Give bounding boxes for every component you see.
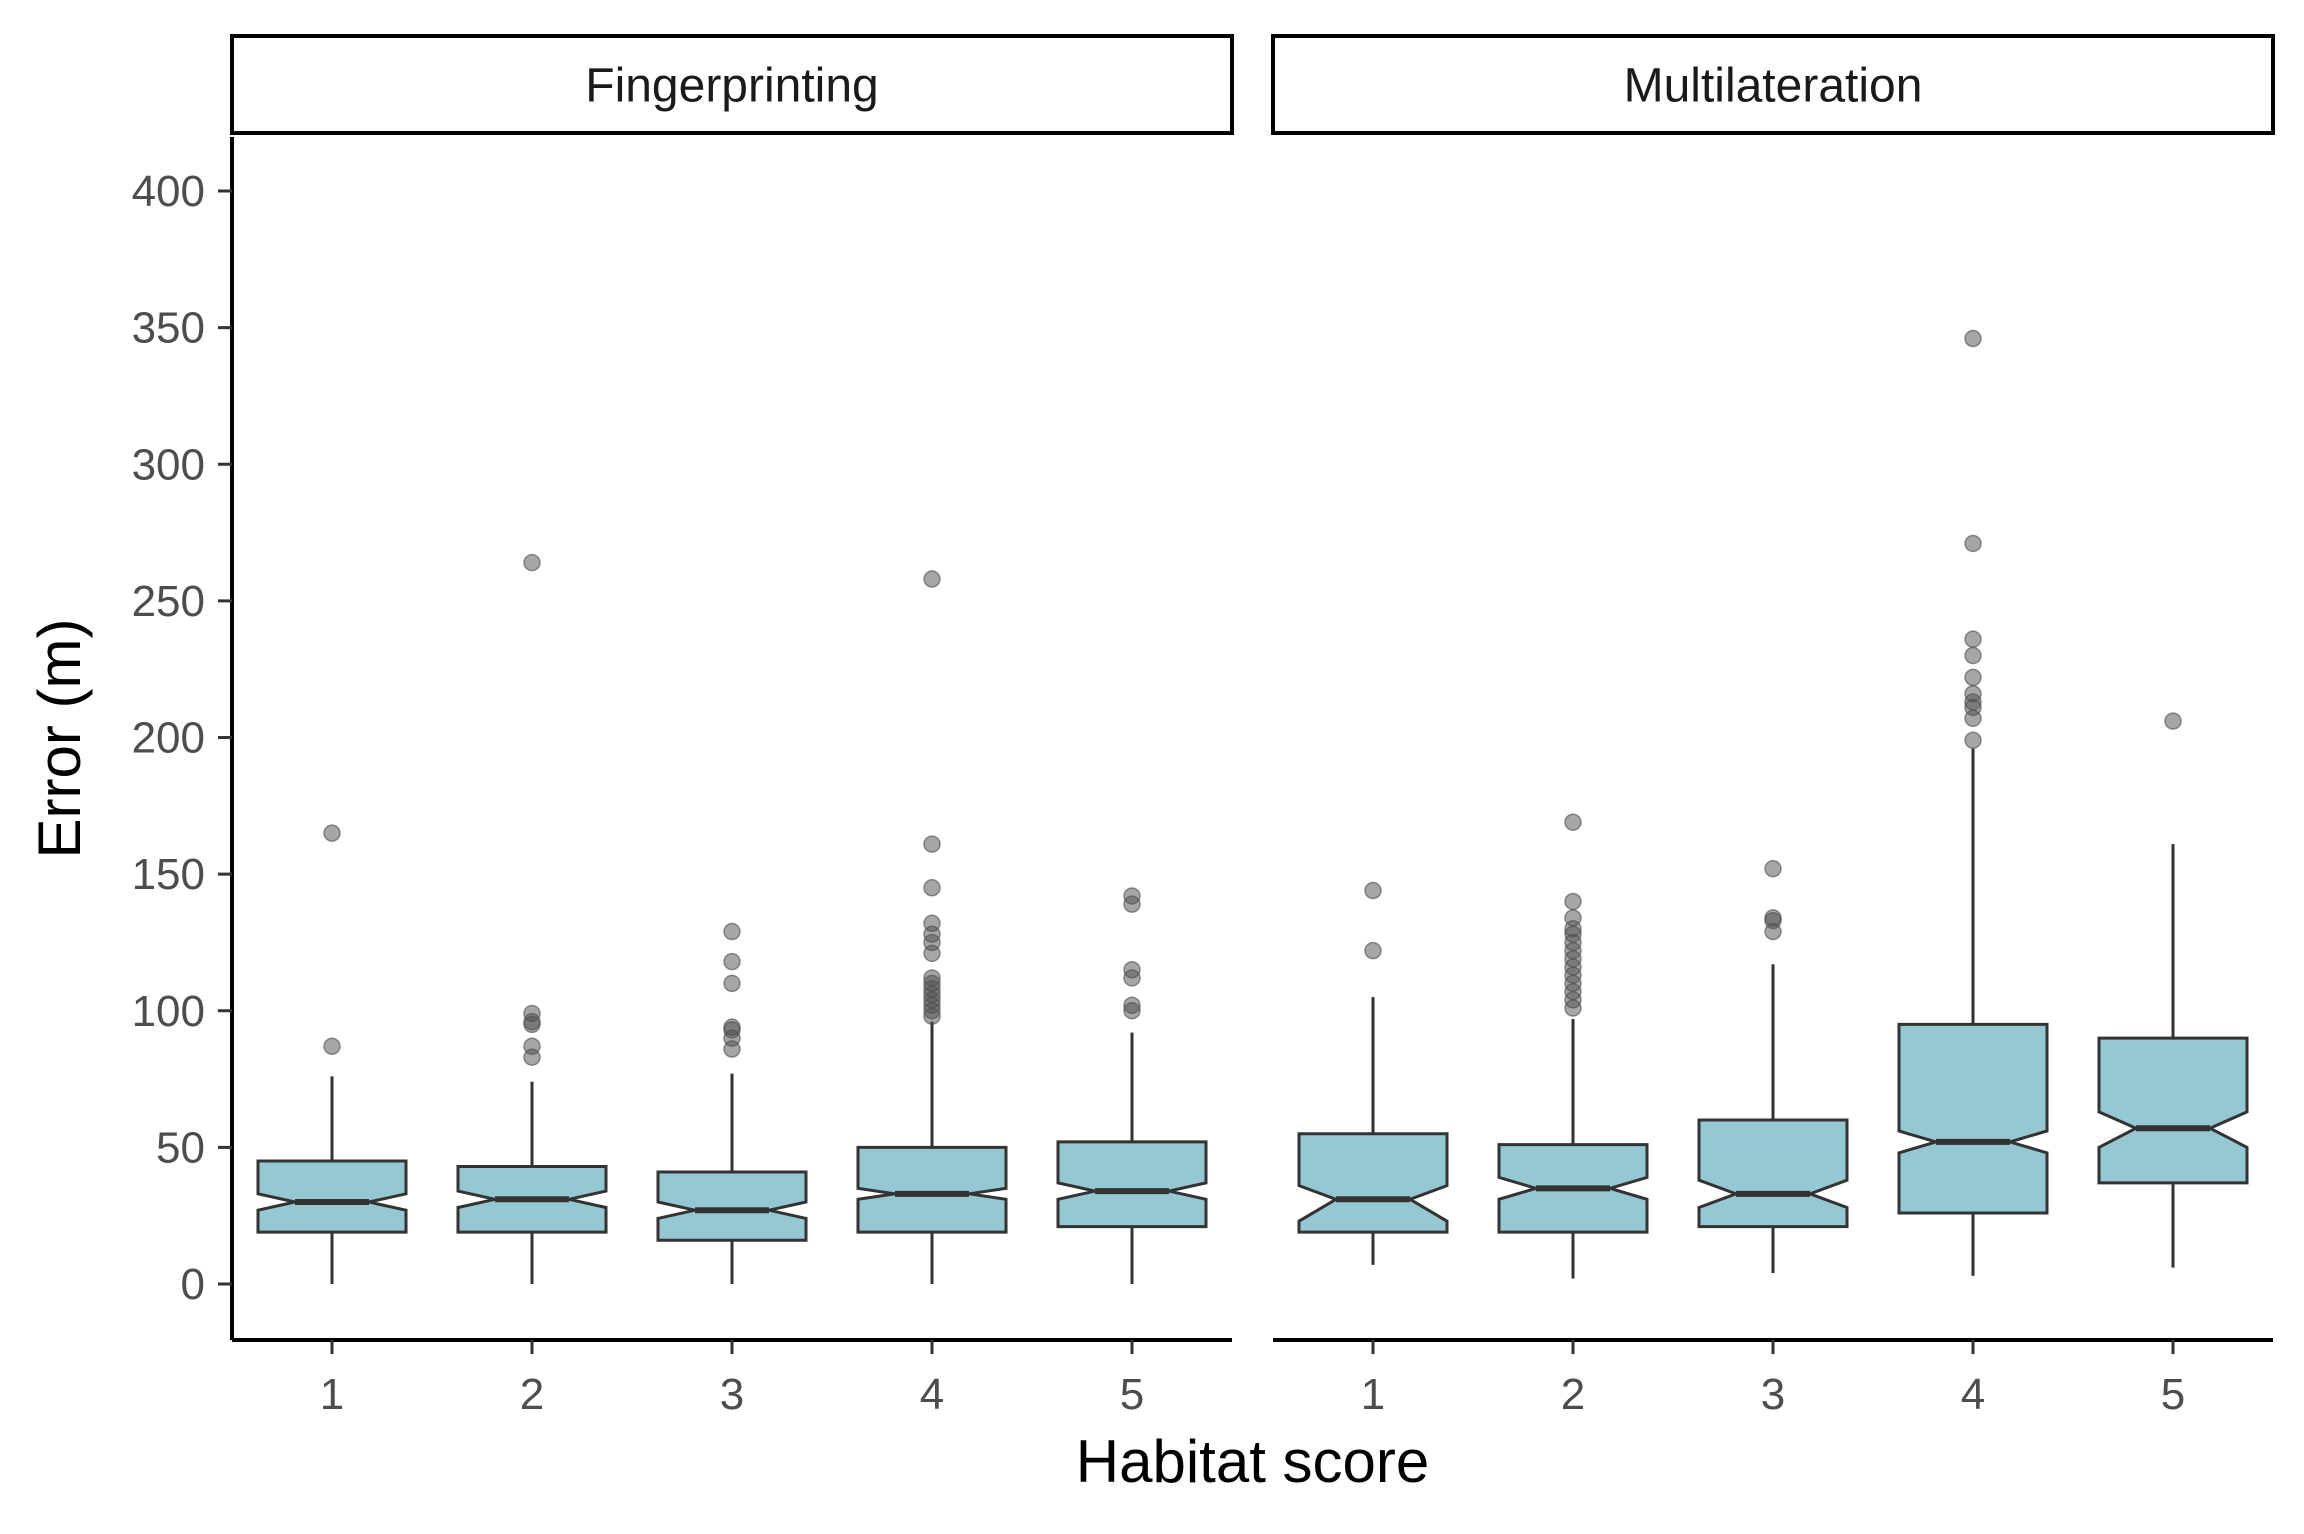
outlier-point — [1364, 881, 1382, 900]
x-axis-title: Habitat score — [1076, 1428, 1430, 1495]
outlier-point — [1764, 859, 1782, 878]
outlier-point — [923, 914, 941, 933]
y-tick-label: 150 — [132, 850, 205, 899]
outlier-point — [1964, 329, 1982, 348]
box-multilateration-4 — [1897, 1022, 2049, 1215]
x-tick-label: 2 — [1561, 1370, 1585, 1419]
box-multilateration-1 — [1297, 1132, 1449, 1234]
outlier-point — [923, 969, 941, 987]
outlier-point — [723, 1018, 741, 1036]
x-tick-label: 2 — [520, 1370, 544, 1419]
box-multilateration-5 — [2097, 1036, 2249, 1185]
y-tick-label: 200 — [132, 714, 205, 763]
y-tick-label: 300 — [132, 440, 205, 489]
facet-strip-label: Fingerprinting — [585, 60, 878, 113]
x-tick-label: 3 — [720, 1370, 744, 1419]
outlier-point — [1964, 534, 1982, 553]
outlier-point — [1564, 892, 1582, 911]
outlier-point — [1123, 961, 1141, 979]
outlier-point — [1564, 909, 1582, 927]
outlier-point — [1123, 887, 1141, 905]
outlier-point — [923, 570, 941, 588]
x-tick-label: 3 — [1761, 1370, 1785, 1419]
y-tick-label: 0 — [181, 1260, 205, 1309]
box-fingerprinting-5 — [1056, 1140, 1208, 1229]
x-tick-label: 5 — [2161, 1370, 2185, 1419]
outlier-point — [1964, 630, 1982, 648]
outlier-point — [923, 835, 941, 853]
facet-strip-1 — [1271, 34, 2275, 135]
outlier-point — [723, 952, 741, 971]
outlier-point — [323, 824, 341, 842]
outlier-point — [1964, 685, 1982, 703]
box-fingerprinting-3 — [656, 1170, 808, 1242]
outlier-point — [723, 922, 741, 941]
facet-strip-0 — [230, 34, 1234, 135]
x-tick-label: 1 — [1361, 1370, 1385, 1419]
outlier-point — [1764, 909, 1782, 927]
y-tick-label: 400 — [132, 167, 205, 216]
x-tick-label: 4 — [920, 1370, 944, 1419]
outlier-point — [1364, 941, 1382, 960]
x-tick-label: 4 — [1961, 1370, 1985, 1419]
outlier-point — [1964, 668, 1982, 687]
box-fingerprinting-1 — [256, 1159, 408, 1234]
outlier-point — [923, 879, 941, 897]
outlier-point — [523, 1037, 541, 1056]
facet-strip-label: Multilateration — [1624, 60, 1923, 113]
outlier-point — [723, 974, 741, 993]
outlier-point — [1564, 813, 1582, 831]
y-tick-label: 350 — [132, 304, 205, 353]
outlier-point — [1964, 646, 1982, 665]
outlier-point — [1964, 731, 1982, 749]
y-tick-label: 50 — [156, 1123, 205, 1172]
outlier-point — [523, 553, 541, 572]
outlier-point — [323, 1037, 341, 1056]
x-tick-label: 1 — [320, 1370, 344, 1419]
outlier-point — [2164, 712, 2182, 730]
box-multilateration-3 — [1697, 1118, 1849, 1229]
x-tick-label: 5 — [1120, 1370, 1144, 1419]
box-fingerprinting-4 — [856, 1145, 1008, 1234]
y-tick-label: 250 — [132, 577, 205, 626]
y-axis-title: Error (m) — [26, 619, 93, 859]
outlier-point — [1123, 996, 1141, 1015]
y-tick-label: 100 — [132, 987, 205, 1036]
outlier-point — [523, 1004, 541, 1023]
